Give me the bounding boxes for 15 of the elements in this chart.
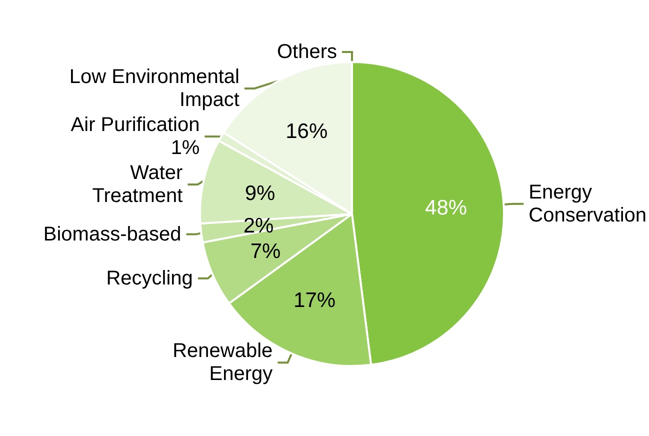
- slice-label: Recycling: [106, 267, 193, 290]
- slice-label: Air Purification: [70, 114, 200, 136]
- data-label: 1%: [170, 137, 200, 159]
- data-label: 2%: [243, 214, 274, 238]
- data-label: 7%: [250, 240, 281, 263]
- slice-label: Renewable Energy: [172, 340, 273, 386]
- slice-label: Water Treatment: [92, 162, 184, 207]
- slice-label: Energy Conservation: [528, 181, 647, 226]
- data-label: 16%: [286, 120, 328, 143]
- slice-label: Biomass-based: [43, 223, 182, 246]
- slice-label: Low Environmental Impact: [69, 66, 240, 111]
- data-label: 48%: [425, 196, 468, 220]
- data-label: 9%: [244, 182, 276, 205]
- data-label: 17%: [294, 288, 336, 312]
- legend-label: Others: [276, 41, 337, 63]
